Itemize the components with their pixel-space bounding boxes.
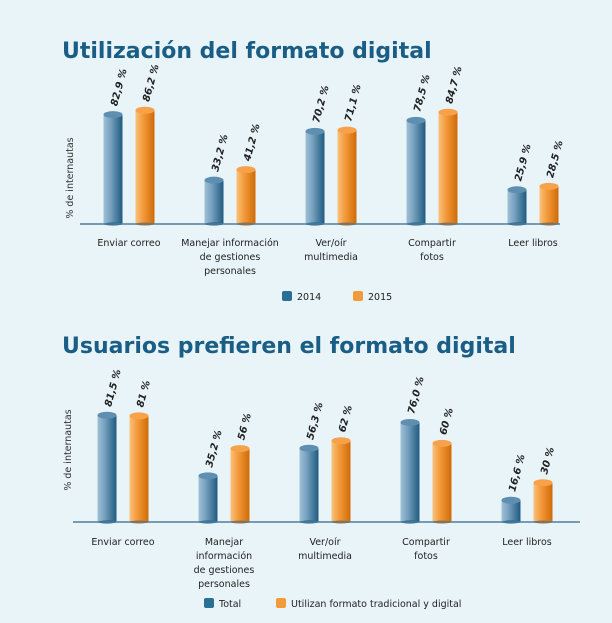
- category-label: fotos: [414, 551, 438, 562]
- legend-item: 2014: [282, 291, 321, 303]
- category-label: personales: [198, 579, 250, 590]
- legend-swatch: [204, 598, 214, 608]
- category-label: multimedia: [304, 252, 358, 263]
- chart-1: Utilización del formato digital % de inte…: [62, 39, 566, 303]
- category-label: Compartir: [408, 238, 456, 249]
- category-label: personales: [204, 266, 256, 277]
- data-label: 82,9 %: [109, 68, 130, 108]
- bar: [438, 108, 458, 226]
- bar: [198, 472, 218, 524]
- data-label: 70,2 %: [311, 84, 332, 124]
- data-label: 35,2 %: [204, 429, 225, 469]
- legend-label: Total: [218, 599, 241, 610]
- category-label: de gestiones: [194, 565, 255, 576]
- category-label: Leer libros: [502, 537, 552, 548]
- data-label: 62 %: [337, 404, 355, 433]
- bar: [236, 166, 256, 226]
- data-label: 76,0 %: [406, 375, 427, 415]
- data-label: 81 %: [135, 379, 153, 408]
- category-label: fotos: [420, 252, 444, 263]
- bar: [305, 127, 325, 226]
- category-label: Ver/oír: [309, 537, 340, 548]
- category-label: información: [196, 551, 252, 562]
- y-axis-label: % de internautas: [63, 409, 74, 490]
- bar: [204, 176, 224, 226]
- bar: [331, 437, 351, 524]
- category-label: Manejar: [205, 537, 243, 548]
- bar: [400, 418, 420, 524]
- legend-swatch: [276, 598, 286, 608]
- legend-swatch: [282, 291, 292, 301]
- bar: [230, 445, 250, 524]
- chart-title: Utilización del formato digital: [62, 39, 432, 64]
- bar: [539, 182, 559, 226]
- bar: [299, 444, 319, 524]
- legend-item: Utilizan formato tradicional y digital: [276, 598, 461, 610]
- category-label: multimedia: [298, 551, 352, 562]
- data-label: 33,2 %: [210, 133, 231, 173]
- bar: [501, 496, 521, 524]
- legend-swatch: [353, 291, 363, 301]
- category-label: Compartir: [402, 537, 450, 548]
- category-label: Ver/oír: [315, 238, 346, 249]
- data-label: 41,2 %: [242, 123, 263, 164]
- bar: [337, 126, 357, 226]
- data-label: 25,9 %: [513, 143, 534, 183]
- legend-item: Total: [204, 598, 241, 610]
- category-label: Leer libros: [508, 238, 558, 249]
- category-label: Enviar correo: [91, 537, 154, 548]
- legend-label: Utilizan formato tradicional y digital: [291, 599, 461, 610]
- bar: [103, 111, 123, 226]
- data-label: 56 %: [236, 412, 254, 441]
- chart-2: Usuarios prefieren el formato digital % d…: [62, 334, 580, 610]
- legend-label: 2014: [297, 292, 321, 303]
- data-label: 78,5 %: [412, 73, 433, 113]
- data-label: 16,6 %: [507, 453, 528, 493]
- data-label: 71,1 %: [343, 83, 364, 123]
- data-label: 84,7 %: [444, 65, 465, 105]
- bar: [406, 116, 426, 226]
- bar: [135, 106, 155, 226]
- bar: [97, 411, 117, 524]
- data-label: 60 %: [438, 407, 456, 436]
- legend-label: 2015: [368, 292, 392, 303]
- category-label: Enviar correo: [97, 238, 160, 249]
- bar: [432, 439, 452, 524]
- data-label: 86,2 %: [141, 63, 162, 103]
- category-label: Manejar información: [181, 238, 279, 249]
- data-label: 30 %: [539, 446, 557, 475]
- chart-title: Usuarios prefieren el formato digital: [62, 334, 516, 359]
- bar: [129, 412, 149, 524]
- category-label: de gestiones: [200, 252, 261, 263]
- data-label: 56,3 %: [305, 401, 326, 441]
- data-label: 28,5 %: [545, 139, 566, 179]
- data-label: 81,5 %: [103, 368, 124, 408]
- y-axis-label: % de internautas: [65, 137, 76, 218]
- legend-item: 2015: [353, 291, 392, 303]
- bar: [507, 186, 527, 226]
- bar: [533, 479, 553, 524]
